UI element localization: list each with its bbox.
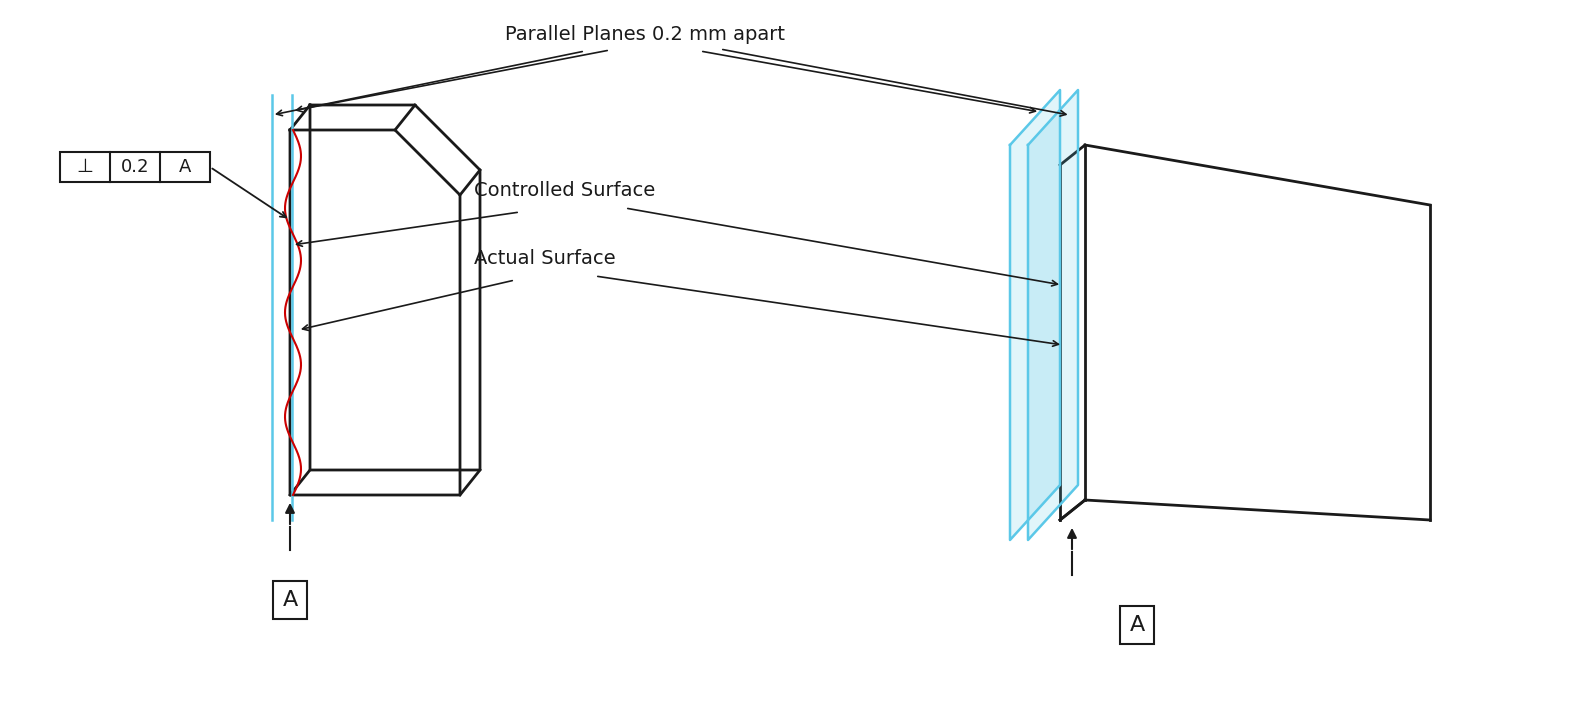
Bar xyxy=(60,152,211,182)
Text: Controlled Surface: Controlled Surface xyxy=(475,181,656,200)
Text: A: A xyxy=(179,158,192,176)
Polygon shape xyxy=(1009,90,1060,540)
Polygon shape xyxy=(1028,90,1078,540)
Text: 0.2: 0.2 xyxy=(121,158,149,176)
Text: Parallel Planes 0.2 mm apart: Parallel Planes 0.2 mm apart xyxy=(505,25,784,45)
Text: A: A xyxy=(283,590,297,610)
Text: ⊥: ⊥ xyxy=(77,157,93,176)
Text: A: A xyxy=(1129,615,1144,635)
Text: Actual Surface: Actual Surface xyxy=(475,249,616,268)
